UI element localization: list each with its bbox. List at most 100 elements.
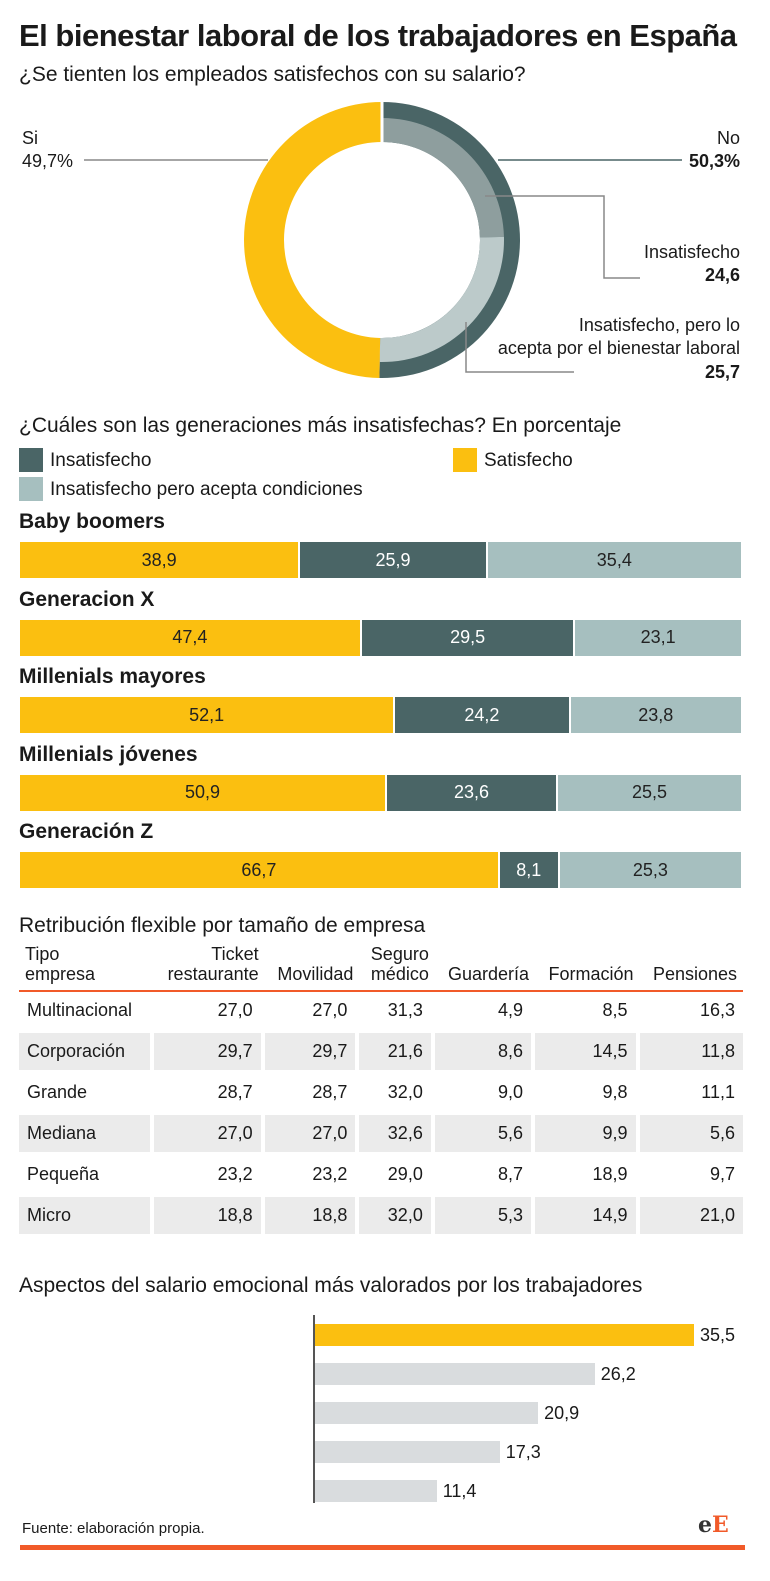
table-row: Pequeña 23,2 23,2 29,0 8,7 18,9 9,7 <box>19 1156 743 1197</box>
table-header-cell: Formación <box>535 944 640 992</box>
insat-leader-line <box>485 195 640 279</box>
logo-letter-E: E <box>712 1512 729 1538</box>
donut-slices <box>243 100 520 378</box>
table-cell: 11,1 <box>639 1074 743 1115</box>
table-cell: 27,0 <box>264 1115 360 1156</box>
si-label: Si <box>22 128 39 148</box>
table-header-cell: Tipo empresa <box>19 944 154 992</box>
donut-chart <box>84 100 682 378</box>
table-cell: Micro <box>19 1197 154 1238</box>
table-cell: 23,2 <box>264 1156 360 1197</box>
generation-bar-segment-acc: 25,3 <box>559 852 741 888</box>
generation-label: Baby boomers <box>19 510 165 533</box>
table-cell: 29,0 <box>359 1156 435 1197</box>
generation-bar-segment-sat: 66,7 <box>20 852 498 888</box>
table-cell: 18,8 <box>264 1197 360 1238</box>
table-title: Retribución flexible por tamaño de empre… <box>19 914 426 937</box>
generation-bar-segment-ins: 8,1 <box>499 852 558 888</box>
donut-slice-acepta <box>379 236 504 362</box>
table-cell: Pequeña <box>19 1156 154 1197</box>
table-cell: 5,6 <box>639 1115 743 1156</box>
acc-label-line2: acepta por el bienestar laboral <box>497 338 740 358</box>
generation-bar-segment-acc: 35,4 <box>487 542 741 578</box>
emotional-bar-value: 17,3 <box>505 1442 541 1462</box>
table-cell: 5,6 <box>434 1115 536 1156</box>
legend-swatch-acepta <box>19 477 43 501</box>
emotional-axis <box>313 1315 315 1503</box>
generation-bar-segment-ins: 25,9 <box>300 542 486 578</box>
table-row: Grande 28,7 28,7 32,0 9,0 9,8 11,1 <box>19 1074 743 1115</box>
table-cell: 18,8 <box>153 1197 265 1238</box>
table-header-cell: Ticket restaurante <box>153 944 265 992</box>
table-cell: 27,0 <box>153 1115 265 1156</box>
flex-pay-table: Tipo empresa Ticket restaurante Movilidad Seg… <box>19 944 743 1238</box>
brand-logo: eE <box>698 1512 729 1538</box>
table-cell: 32,0 <box>359 1197 435 1238</box>
insat-label: Insatisfecho <box>643 242 740 262</box>
bottom-rule <box>20 1545 745 1550</box>
table-cell: 32,0 <box>359 1074 435 1115</box>
source-note: Fuente: elaboración propia. <box>22 1520 205 1537</box>
generation-bar-row: 50,9 23,6 25,5 <box>20 774 741 811</box>
no-value: 50,3% <box>688 151 740 171</box>
table-cell: 31,3 <box>359 992 435 1033</box>
emotional-bar-value: 35,5 <box>700 1325 736 1345</box>
emotional-bar-value: 20,9 <box>544 1403 580 1423</box>
table-cell: 18,9 <box>535 1156 640 1197</box>
generation-label: Generacion X <box>19 587 155 611</box>
logo-letter-e: e <box>698 1512 712 1538</box>
table-cell: Grande <box>19 1074 154 1115</box>
table-header-cell: Movilidad <box>264 944 360 992</box>
generation-label: Millenials mayores <box>19 665 206 688</box>
table-cell: 9,9 <box>535 1115 640 1156</box>
table-cell: 8,7 <box>434 1156 536 1197</box>
table-cell: Mediana <box>19 1115 154 1156</box>
table-cell: 8,6 <box>434 1033 536 1074</box>
legend-satisfecho: Satisfecho <box>484 450 573 471</box>
table-cell: 9,0 <box>434 1074 536 1115</box>
donut-slice-insatisfecho <box>382 118 504 238</box>
generation-bar-segment-acc: 25,5 <box>558 774 741 811</box>
table-header-cell: Seguro médico <box>359 944 435 992</box>
legend-acepta: Insatisfecho pero acepta condiciones <box>50 479 363 500</box>
legend-swatch-satisfecho <box>453 448 477 472</box>
donut-slice-no <box>379 102 520 378</box>
acc-value: 25,7 <box>704 362 740 382</box>
emotional-bar-value: 26,2 <box>600 1364 636 1384</box>
table-cell: 11,8 <box>639 1033 743 1074</box>
table-cell: Corporación <box>19 1033 154 1074</box>
table-cell: 9,8 <box>535 1074 640 1115</box>
table-cell: 28,7 <box>153 1074 265 1115</box>
table-row: Mediana 27,0 27,0 32,6 5,6 9,9 5,6 <box>19 1115 743 1156</box>
generation-bar-segment-sat: 47,4 <box>20 619 360 656</box>
generation-bar-segment-ins: 24,2 <box>395 697 569 733</box>
generations-question: ¿Cuáles son las generaciones más insatis… <box>19 414 622 437</box>
table-cell: 5,3 <box>434 1197 536 1238</box>
table-cell: 8,5 <box>535 992 640 1033</box>
generation-bar-segment-ins: 23,6 <box>386 774 557 811</box>
generation-bar-segment-sat: 38,9 <box>20 542 299 578</box>
table-cell: 27,0 <box>264 992 360 1033</box>
table-cell: 23,2 <box>153 1156 265 1197</box>
table-cell: 32,6 <box>359 1115 435 1156</box>
table-cell: 4,9 <box>434 992 536 1033</box>
page-title: El bienestar laboral de los trabajadores… <box>19 18 737 53</box>
table-cell: 27,0 <box>153 992 265 1033</box>
table-cell: 9,7 <box>639 1156 743 1197</box>
generation-bar-segment-sat: 50,9 <box>20 774 385 811</box>
emotional-bar <box>315 1441 500 1463</box>
generation-bar-row: 52,1 24,2 23,8 <box>20 697 741 733</box>
no-label: No <box>716 128 740 148</box>
table-header-row: Tipo empresa Ticket restaurante Movilidad Seg… <box>19 944 743 992</box>
generation-bar-segment-acc: 23,1 <box>575 619 741 656</box>
acc-label-line1: Insatisfecho, pero lo <box>578 315 740 335</box>
emotional-bar <box>315 1324 694 1346</box>
table-cell: 28,7 <box>264 1074 360 1115</box>
table-cell: 21,0 <box>639 1197 743 1238</box>
table-row: Micro 18,8 18,8 32,0 5,3 14,9 21,0 <box>19 1197 743 1238</box>
generation-bar-row: 47,4 29,5 23,1 <box>20 619 741 656</box>
table-cell: 16,3 <box>639 992 743 1033</box>
generation-bar-segment-sat: 52,1 <box>20 697 394 733</box>
emotional-bar <box>315 1480 437 1502</box>
table-cell: Multinacional <box>19 992 154 1033</box>
